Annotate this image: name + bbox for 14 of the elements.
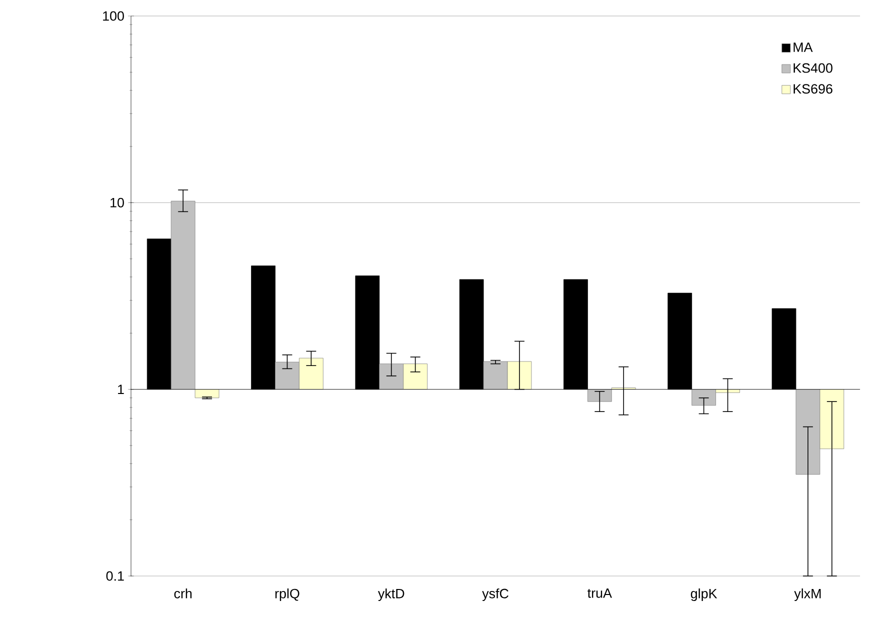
y-tick-label: 100 [103, 11, 124, 21]
x-tick-label: ylxM [794, 588, 821, 602]
y-tick-label: 0.1 [106, 571, 124, 581]
y-tick-label: 1 [118, 384, 124, 394]
x-tick-label: crh [174, 588, 192, 598]
x-tick-label: yktD [378, 588, 404, 602]
x-tick-label: glpK [690, 588, 718, 602]
x-tick-label: rplQ [275, 588, 300, 602]
legend-label: KS400 [794, 63, 832, 73]
x-tick-label: truA [588, 588, 612, 598]
y-tick-label: 10 [110, 198, 124, 208]
x-tick-label: ysfC [482, 588, 508, 601]
legend-label: MA [794, 42, 813, 52]
legend-label: KS696 [794, 84, 832, 94]
